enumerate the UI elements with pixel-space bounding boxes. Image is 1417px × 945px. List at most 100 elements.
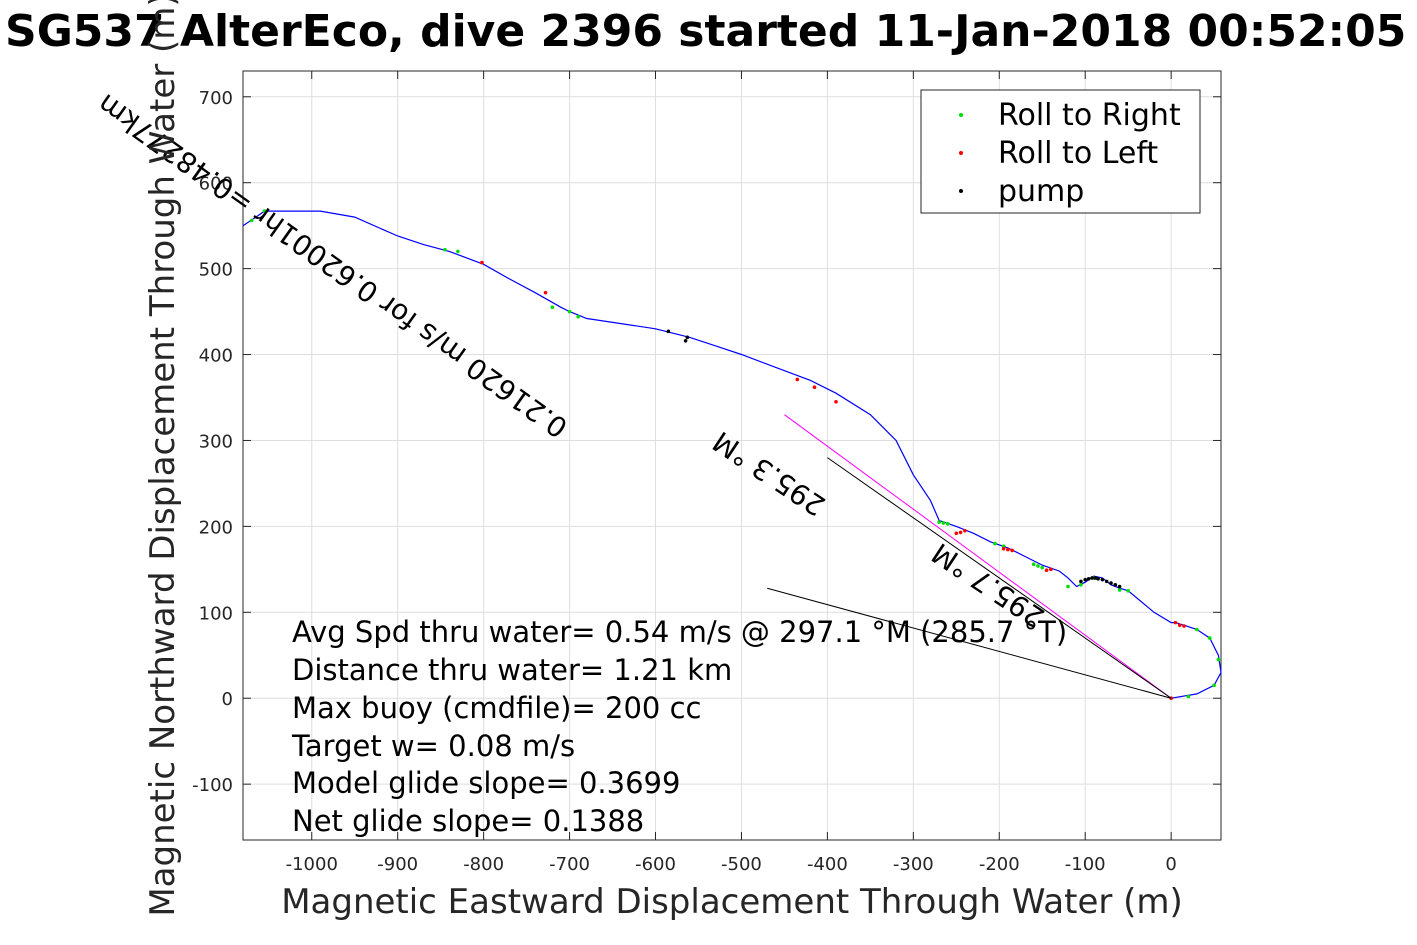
roll-left-point bbox=[834, 399, 838, 404]
roll-right-point bbox=[1195, 627, 1199, 632]
legend-label-roll-left: Roll to Left bbox=[998, 136, 1158, 171]
roll-left-point bbox=[1182, 624, 1186, 628]
annotation-block: Avg Spd thru water= 0.54 m/s @ 297.1 °M … bbox=[291, 615, 1067, 838]
roll-left-point bbox=[1173, 620, 1178, 625]
pump-point bbox=[1117, 584, 1122, 589]
roll-right-point bbox=[456, 249, 460, 254]
pump-point bbox=[1079, 579, 1083, 584]
track-layer bbox=[242, 210, 1222, 699]
roll-right-point bbox=[1040, 565, 1045, 570]
legend-marker-pump bbox=[959, 189, 963, 193]
roll-right-point bbox=[550, 305, 555, 310]
y-tick-label: 700 bbox=[199, 88, 233, 109]
roll-right-point bbox=[937, 520, 941, 524]
x-tick-label: -800 bbox=[463, 854, 504, 875]
pump-point bbox=[1090, 576, 1094, 580]
x-axis-label: Magnetic Eastward Displacement Through W… bbox=[281, 882, 1183, 922]
current-vector-line bbox=[784, 414, 1172, 699]
roll-left-point bbox=[1177, 623, 1182, 627]
roll-right-point bbox=[945, 522, 950, 526]
roll-right-point bbox=[249, 218, 254, 223]
y-tick-label: 200 bbox=[199, 517, 233, 538]
annotation-max-buoy: Max buoy (cmdfile)= 200 cc bbox=[292, 691, 701, 725]
roll-right-point bbox=[1117, 588, 1122, 592]
roll-left-point bbox=[963, 528, 967, 533]
y-tick-label: 400 bbox=[199, 346, 233, 367]
x-tick-label: -400 bbox=[807, 854, 848, 875]
roll-right-point bbox=[1001, 544, 1006, 548]
x-tick-label: 0 bbox=[1165, 854, 1176, 875]
chart-title: SG537 AlterEco, dive 2396 started 11-Jan… bbox=[5, 6, 1406, 57]
y-tick-label: 0 bbox=[222, 689, 233, 710]
roll-right-point bbox=[941, 521, 946, 525]
roll-left-point bbox=[1010, 548, 1014, 553]
roll-right-point bbox=[1186, 694, 1191, 699]
x-tick-label: -700 bbox=[549, 854, 590, 875]
x-tick-label: -900 bbox=[377, 854, 418, 875]
roll-left-point bbox=[1049, 567, 1053, 572]
y-tick-label: -100 bbox=[192, 775, 233, 796]
axis-ticks: -1000 -900 -800 -700 -600 -500 -400 -300 -200 -10… bbox=[192, 71, 1221, 875]
roll-right-point bbox=[1208, 636, 1212, 640]
annotation-net-glide: Net glide slope= 0.1388 bbox=[292, 804, 644, 838]
roll-left-point bbox=[543, 290, 548, 295]
annotation-model-glide: Model glide slope= 0.3699 bbox=[292, 766, 680, 800]
pump-point bbox=[1109, 581, 1113, 585]
roll-right-point bbox=[567, 309, 572, 314]
heading-line bbox=[827, 457, 1172, 699]
y-tick-label: 600 bbox=[199, 174, 233, 195]
pump-point bbox=[685, 335, 690, 340]
pump-point bbox=[1104, 579, 1109, 584]
x-tick-label: -200 bbox=[979, 854, 1020, 875]
roll-right-point bbox=[1212, 683, 1216, 688]
roll-left-point bbox=[1001, 546, 1006, 551]
pump-point bbox=[683, 338, 688, 343]
pump-point bbox=[666, 329, 671, 334]
x-tick-label: -100 bbox=[1065, 854, 1106, 875]
roll-right-point bbox=[1031, 562, 1036, 566]
pump-point bbox=[1093, 576, 1098, 580]
roll-left-point bbox=[958, 530, 963, 535]
heading-line bbox=[767, 587, 1172, 699]
rotated-label: 295.3 °M bbox=[707, 425, 831, 523]
y-tick-label: 500 bbox=[199, 260, 233, 281]
roll-right-point bbox=[1126, 589, 1130, 593]
legend-marker-roll-left bbox=[959, 151, 963, 155]
plot-frame bbox=[242, 70, 1222, 841]
annotation-target-w: Target w= 0.08 m/s bbox=[291, 729, 575, 763]
roll-left-point bbox=[1044, 568, 1049, 573]
pump-point bbox=[1083, 577, 1088, 582]
annotation-avg-speed: Avg Spd thru water= 0.54 m/s @ 297.1 °M … bbox=[292, 615, 1067, 649]
pump-point bbox=[1113, 583, 1118, 587]
y-tick-label: 300 bbox=[199, 431, 233, 452]
x-tick-label: -600 bbox=[635, 854, 676, 875]
roll-right-point bbox=[576, 314, 580, 319]
y-axis-label: Magnetic Northward Displacement Through … bbox=[143, 0, 183, 917]
pump-point bbox=[1086, 576, 1091, 581]
roll-right-point bbox=[1079, 583, 1083, 587]
roll-right-point bbox=[1216, 657, 1221, 662]
roll-right-point bbox=[1036, 564, 1040, 568]
roll-right-point bbox=[1066, 584, 1070, 589]
legend-box bbox=[920, 89, 1201, 214]
track-line bbox=[242, 210, 1222, 699]
roll-right-point bbox=[262, 209, 267, 213]
roll-right-point bbox=[443, 247, 447, 252]
roll-left-point bbox=[1006, 547, 1010, 552]
legend-label-pump: pump bbox=[998, 174, 1084, 209]
y-tick-label: 100 bbox=[199, 603, 233, 624]
x-tick-label: -500 bbox=[721, 854, 762, 875]
annotation-distance: Distance thru water= 1.21 km bbox=[292, 653, 732, 687]
pump-point bbox=[1100, 577, 1105, 582]
legend: Roll to Right Roll to Left pump bbox=[920, 89, 1201, 214]
roll-left-point bbox=[954, 531, 959, 536]
roll-left-point bbox=[480, 260, 484, 265]
legend-marker-roll-right bbox=[959, 113, 963, 117]
roll-left-point bbox=[795, 377, 800, 382]
x-tick-label: -300 bbox=[893, 854, 934, 875]
roll-right-point bbox=[993, 541, 997, 546]
roll-left-point bbox=[812, 385, 817, 389]
legend-label-roll-right: Roll to Right bbox=[998, 98, 1181, 133]
x-tick-label: -1000 bbox=[286, 854, 338, 875]
